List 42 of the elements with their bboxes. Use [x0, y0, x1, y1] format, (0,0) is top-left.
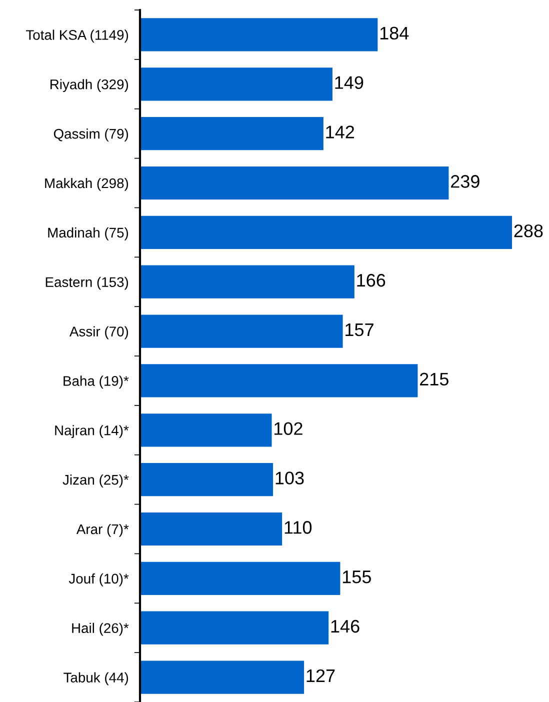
bar — [140, 463, 274, 496]
y-tick-label: Baha (19)* — [64, 376, 129, 389]
data-label: 127 — [306, 669, 335, 682]
y-tick-label: Riyadh (329) — [50, 79, 128, 92]
y-tick-label: Qassim (79) — [54, 128, 128, 142]
bar — [140, 611, 329, 644]
y-tick-label: Najran (14)* — [55, 425, 129, 438]
bar — [140, 216, 512, 249]
bar — [140, 68, 332, 101]
y-tick-label: Eastern (153) — [46, 276, 128, 290]
y-tick-label: Madinah (75) — [48, 227, 128, 240]
data-label: 239 — [451, 175, 480, 188]
y-tick-label: Makkah (298) — [45, 178, 128, 191]
y-tick-label: Arar (7)* — [76, 524, 129, 537]
data-label: 157 — [346, 324, 374, 336]
y-tick-label: Jouf (10)* — [68, 573, 129, 586]
data-label: 155 — [342, 570, 371, 584]
data-label: 110 — [284, 521, 312, 534]
y-tick-label: Tabuk (44) — [64, 672, 128, 686]
bar — [140, 414, 272, 447]
data-label: 103 — [276, 472, 304, 484]
bar — [140, 314, 343, 348]
data-label: 166 — [357, 274, 386, 287]
data-label: 146 — [331, 620, 360, 633]
bar — [140, 562, 340, 595]
bar — [140, 660, 304, 694]
data-label: 184 — [380, 26, 409, 40]
y-tick-label: Assir (70) — [70, 326, 128, 340]
y-tick-label: Jizan (25)* — [62, 474, 129, 488]
y-tick-label: Total KSA (1149) — [26, 30, 128, 43]
data-label: 215 — [420, 372, 448, 386]
bar — [140, 265, 354, 298]
bar — [140, 364, 418, 398]
data-label: 149 — [335, 76, 364, 89]
data-label: 142 — [326, 126, 354, 138]
bar — [140, 117, 324, 150]
data-label: 288 — [514, 224, 543, 238]
data-label: 102 — [274, 422, 302, 435]
bar — [140, 512, 282, 546]
y-tick-label: Hail (26)* — [72, 622, 129, 636]
bar — [140, 18, 378, 52]
bar — [140, 166, 449, 200]
